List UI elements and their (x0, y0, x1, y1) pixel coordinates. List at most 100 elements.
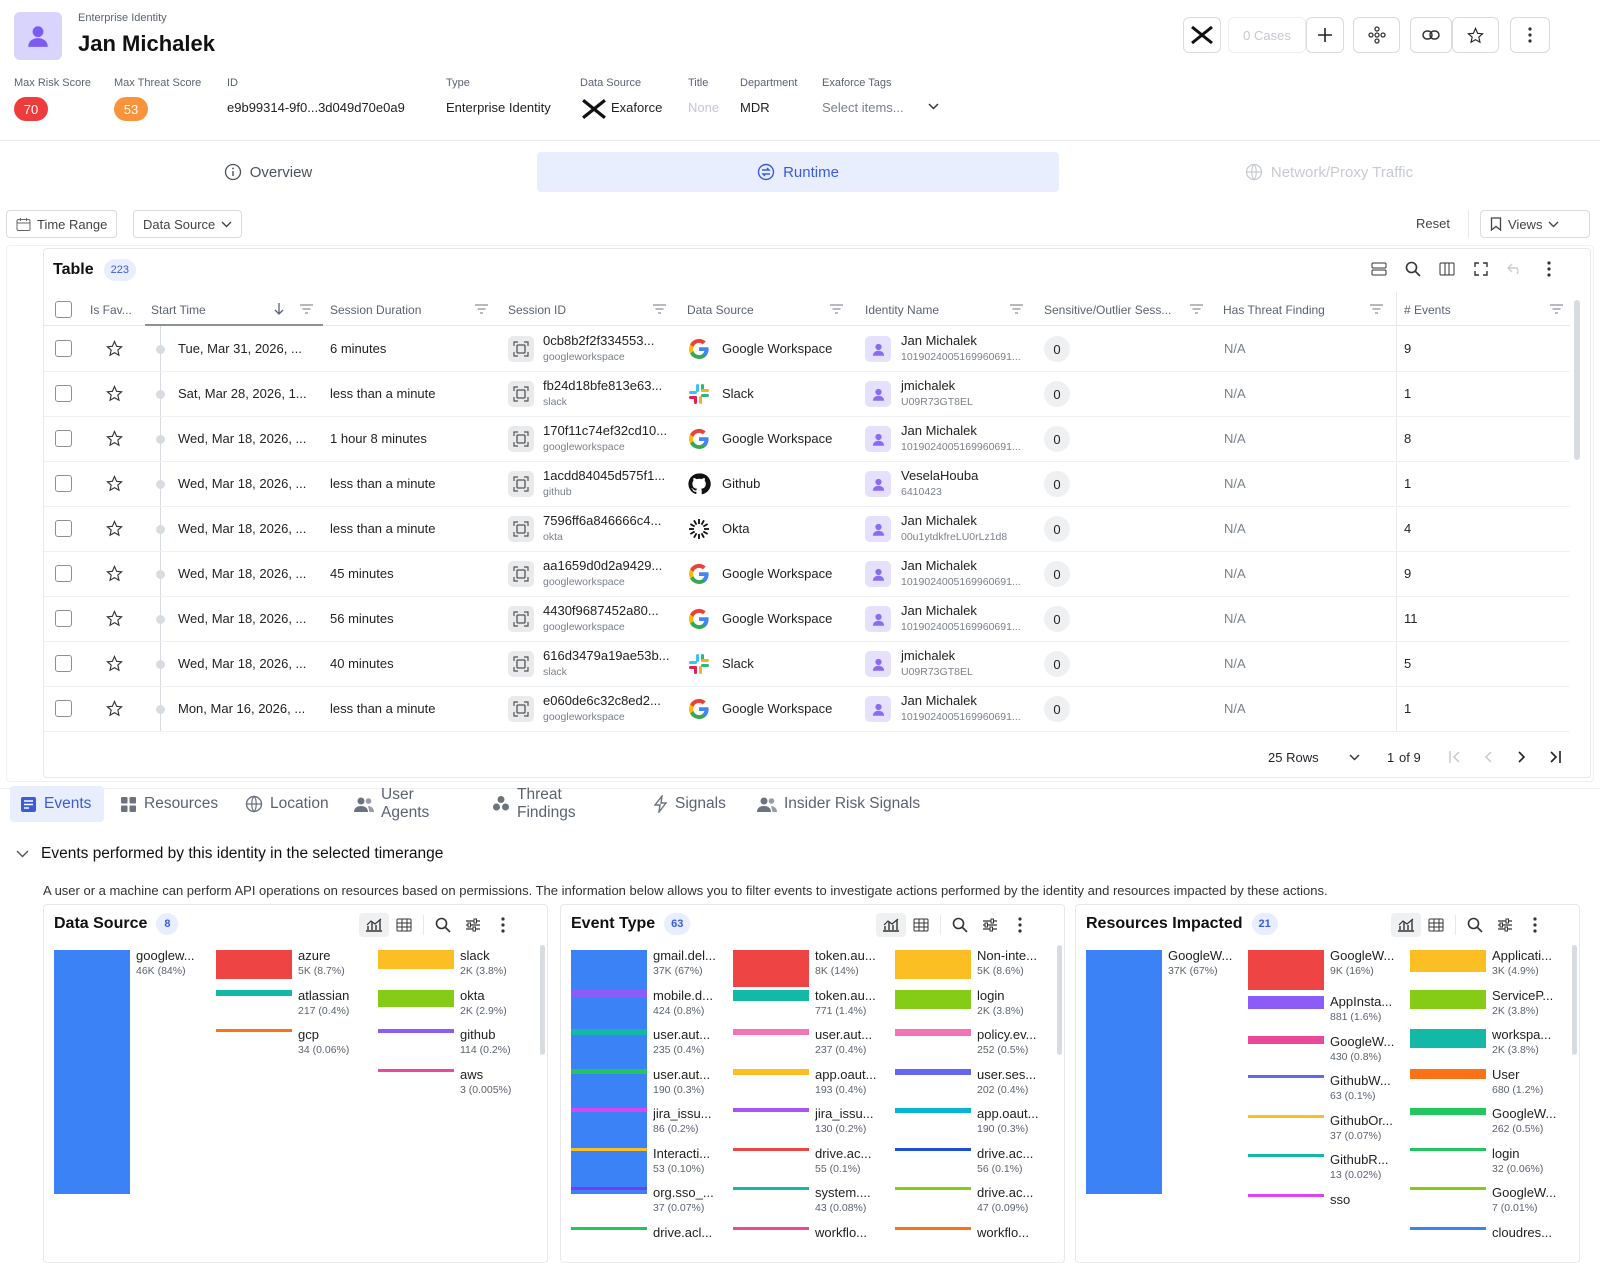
columns-icon[interactable] (1436, 258, 1458, 280)
current-page[interactable]: 1 (1387, 750, 1395, 765)
treemap-tile[interactable]: sso (1248, 1192, 1403, 1230)
treemap-tile[interactable]: Interacti... 53 (0.10%) (571, 1146, 726, 1184)
table-view-icon[interactable] (389, 913, 419, 937)
treemap-tile[interactable]: drive.ac... 47 (0.09%) (895, 1185, 1050, 1223)
treemap-tile[interactable]: login 2K (3.8%) (895, 988, 1050, 1026)
identity-name-cell[interactable]: Jan Michalek (901, 333, 977, 348)
treemap-tile[interactable]: workflo... (733, 1225, 888, 1263)
chart-view-icon[interactable] (1391, 913, 1421, 937)
treemap-tile[interactable]: jira_issu... 86 (0.2%) (571, 1106, 726, 1144)
row-checkbox[interactable] (55, 385, 72, 402)
tab-network-proxy[interactable]: Network/Proxy Traffic (1064, 152, 1594, 192)
treemap-tile[interactable]: user.aut... 190 (0.3%) (571, 1067, 726, 1105)
treemap-tile[interactable]: azure 5K (8.7%) (216, 948, 371, 986)
graph-button[interactable] (1353, 17, 1400, 53)
star-icon[interactable] (106, 430, 123, 447)
treemap-tile[interactable]: aws 3 (0.005%) (378, 1067, 533, 1105)
chart-view-icon[interactable] (876, 913, 906, 937)
treemap-tile[interactable]: org.sso_... 37 (0.07%) (571, 1185, 726, 1223)
table-view-icon[interactable] (1421, 913, 1451, 937)
table-row[interactable] (44, 462, 1570, 507)
time-range-filter[interactable]: Time Range (6, 210, 118, 238)
kebab-icon[interactable] (1005, 913, 1035, 937)
sort-desc-icon[interactable] (274, 302, 284, 315)
widget-scrollbar[interactable] (540, 945, 545, 1055)
next-page-icon[interactable] (1514, 750, 1528, 764)
star-icon[interactable] (106, 610, 123, 627)
chevron-down-icon[interactable] (1349, 754, 1360, 761)
treemap-tile[interactable]: GithubR... 13 (0.02%) (1248, 1152, 1403, 1190)
chart-view-icon[interactable] (359, 913, 389, 937)
treemap-tile[interactable]: slack 2K (3.8%) (378, 948, 533, 986)
treemap-tile[interactable]: drive.acl... (571, 1225, 726, 1263)
tags-select[interactable]: Select items... (822, 100, 904, 115)
settings-sliders-icon[interactable] (1490, 913, 1520, 937)
col-threat[interactable]: Has Threat Finding (1223, 303, 1325, 317)
identity-name-cell[interactable]: VeselaHouba (901, 468, 979, 483)
treemap-tile[interactable]: policy.ev... 252 (0.5%) (895, 1027, 1050, 1065)
row-checkbox[interactable] (55, 430, 72, 447)
tab-location[interactable]: Location (235, 786, 335, 822)
treemap-tile[interactable]: workspa... 2K (3.8%) (1410, 1027, 1565, 1065)
table-row[interactable] (44, 597, 1570, 642)
more-menu-button[interactable] (1510, 17, 1550, 53)
treemap-tile[interactable]: app.oaut... 193 (0.4%) (733, 1067, 888, 1105)
treemap-tile[interactable]: ServiceP... 2K (3.8%) (1410, 988, 1565, 1026)
tab-runtime[interactable]: Runtime (537, 152, 1059, 192)
session-id-cell[interactable]: 616d3479a19ae53b... (543, 648, 670, 663)
last-page-icon[interactable] (1548, 750, 1562, 764)
col-identity-name[interactable]: Identity Name (865, 303, 940, 317)
col-session-id[interactable]: Session ID (508, 303, 567, 317)
star-icon[interactable] (106, 520, 123, 537)
treemap-tile[interactable]: cloudres... (1410, 1225, 1565, 1263)
treemap-tile[interactable]: User 680 (1.2%) (1410, 1067, 1565, 1105)
row-checkbox[interactable] (55, 610, 72, 627)
treemap-tile[interactable]: okta 2K (2.9%) (378, 988, 533, 1026)
chevron-down-icon[interactable] (928, 103, 939, 110)
settings-sliders-icon[interactable] (975, 913, 1005, 937)
treemap-tile[interactable]: drive.ac... 55 (0.1%) (733, 1146, 888, 1184)
star-icon[interactable] (106, 340, 123, 357)
table-view-icon[interactable] (906, 913, 936, 937)
star-icon[interactable] (106, 565, 123, 582)
table-row[interactable] (44, 507, 1570, 552)
star-icon[interactable] (106, 385, 123, 402)
density-icon[interactable] (1368, 258, 1390, 280)
treemap-tile[interactable]: workflo... (895, 1225, 1050, 1263)
kebab-icon[interactable] (1520, 913, 1550, 937)
row-checkbox[interactable] (55, 340, 72, 357)
col-events[interactable]: # Events (1404, 303, 1451, 317)
col-session-duration[interactable]: Session Duration (330, 303, 422, 317)
table-row[interactable] (44, 552, 1570, 597)
treemap-tile[interactable]: token.au... 771 (1.4%) (733, 988, 888, 1026)
column-filter-icon[interactable] (1190, 304, 1203, 314)
identity-name-cell[interactable]: Jan Michalek (901, 603, 977, 618)
col-sensitive[interactable]: Sensitive/Outlier Sess... (1044, 303, 1172, 317)
treemap-tile[interactable]: token.au... 8K (14%) (733, 948, 888, 988)
treemap-tile[interactable]: user.ses... 202 (0.4%) (895, 1067, 1050, 1105)
treemap-tile[interactable]: login 32 (0.06%) (1410, 1146, 1565, 1184)
data-source-filter[interactable]: Data Source (133, 210, 243, 238)
treemap-tile[interactable]: jira_issu... 130 (0.2%) (733, 1106, 888, 1144)
identity-name-cell[interactable]: Jan Michalek (901, 558, 977, 573)
column-filter-icon[interactable] (1550, 304, 1563, 314)
session-id-cell[interactable]: 4430f9687452a80... (543, 603, 659, 618)
tab-signals[interactable]: Signals (644, 786, 736, 822)
treemap-tile[interactable]: GoogleW... 262 (0.5%) (1410, 1106, 1565, 1144)
treemap-tile[interactable]: GoogleW... 37K (67%) (1086, 948, 1241, 1194)
search-icon[interactable] (945, 913, 975, 937)
treemap-tile[interactable]: mobile.d... 424 (0.8%) (571, 988, 726, 1026)
rows-per-page[interactable]: 25 Rows (1268, 750, 1319, 765)
treemap-tile[interactable]: gcp 34 (0.06%) (216, 1027, 371, 1065)
tab-overview[interactable]: Overview (4, 152, 532, 192)
treemap-tile[interactable]: GoogleW... 7 (0.01%) (1410, 1185, 1565, 1223)
tab-resources[interactable]: Resources (110, 786, 226, 822)
tab-user-agents[interactable]: User Agents (344, 786, 472, 822)
treemap-tile[interactable]: app.oaut... 190 (0.3%) (895, 1106, 1050, 1144)
table-row[interactable] (44, 417, 1570, 462)
column-filter-icon[interactable] (300, 304, 313, 314)
row-checkbox[interactable] (55, 700, 72, 717)
exaforce-button[interactable] (1183, 17, 1221, 53)
search-icon[interactable] (1402, 258, 1424, 280)
treemap-tile[interactable]: GoogleW... 430 (0.8%) (1248, 1034, 1403, 1072)
